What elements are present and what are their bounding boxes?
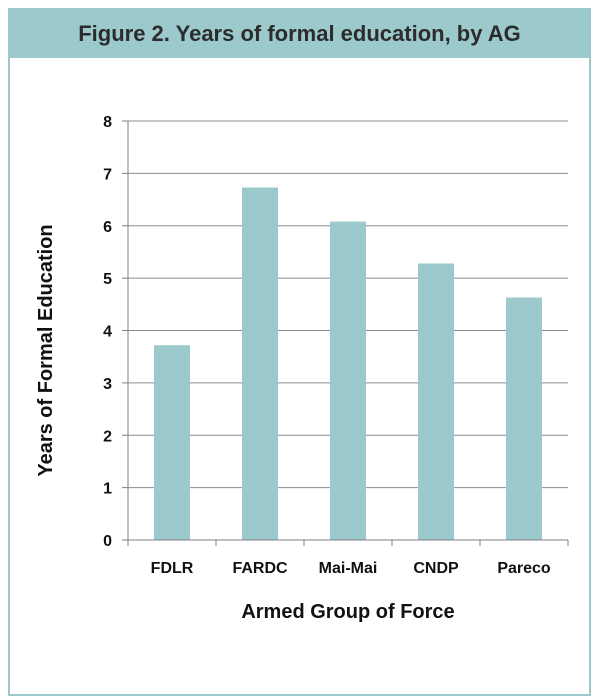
x-tick-labels: FDLR FARDC Mai-Mai CNDP Pareco	[151, 560, 551, 577]
figure-header: Figure 2. Years of formal education, by …	[10, 10, 589, 58]
figure-frame: Figure 2. Years of formal education, by …	[8, 8, 591, 696]
y-tick-label: 8	[103, 114, 112, 131]
figure-title: Figure 2. Years of formal education, by …	[78, 21, 521, 46]
bar-mai-mai	[330, 221, 366, 540]
y-tick-label: 6	[103, 219, 112, 236]
x-tick-label: FDLR	[151, 560, 194, 577]
x-tick-label: Pareco	[497, 560, 551, 577]
y-tick-label: 1	[103, 481, 112, 498]
y-tick-label: 2	[103, 428, 112, 445]
x-tick-label: FARDC	[232, 560, 288, 577]
y-tick-label: 5	[103, 271, 112, 288]
x-axis-label: Armed Group of Force	[241, 601, 454, 623]
x-tick-label: CNDP	[413, 560, 459, 577]
bar-fardc	[242, 187, 278, 541]
y-tick-label: 0	[103, 533, 112, 550]
y-tick-labels: 0 1 2 3 4 5 6 7 8	[103, 114, 112, 550]
y-tick-label: 3	[103, 376, 112, 393]
y-tick-label: 7	[103, 166, 112, 183]
bar-fdlr	[154, 345, 190, 540]
y-axis-label: Years of Formal Education	[35, 224, 57, 476]
x-tick-label: Mai-Mai	[319, 560, 378, 577]
bars	[154, 187, 542, 541]
bar-cndp	[418, 263, 454, 540]
y-tick-label: 4	[103, 324, 112, 341]
bar-pareco	[506, 297, 542, 540]
axes	[122, 120, 569, 546]
